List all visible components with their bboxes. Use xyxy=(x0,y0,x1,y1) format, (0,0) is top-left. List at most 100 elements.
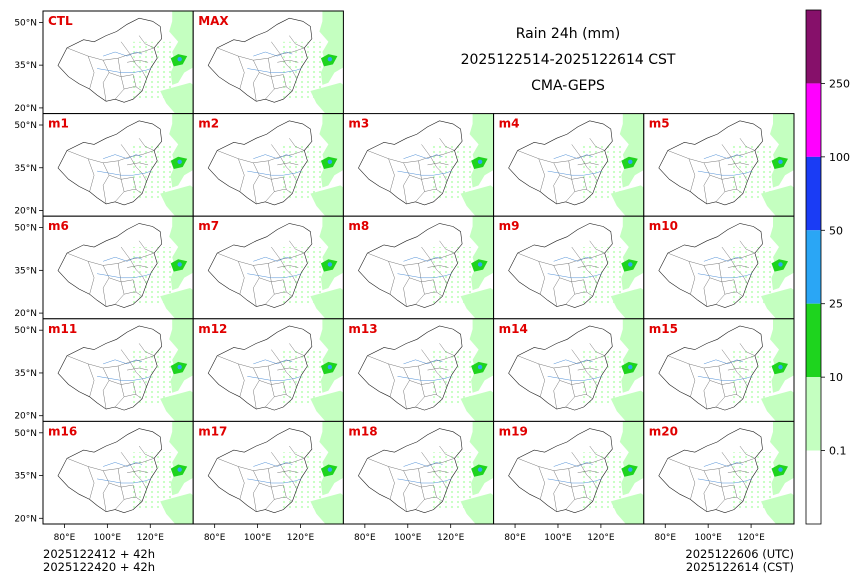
rain-heavy-spot xyxy=(477,364,483,370)
province-boundary xyxy=(565,160,575,202)
province-boundary xyxy=(403,265,434,283)
rain-light-east xyxy=(169,113,194,188)
colorbar-label: 0.1 xyxy=(829,445,847,458)
panel-label: CTL xyxy=(48,14,73,28)
panel-label: m10 xyxy=(649,219,678,233)
province-boundary xyxy=(265,468,275,510)
river-line xyxy=(547,170,602,176)
province-boundary xyxy=(274,291,287,295)
valid-time-utc: 2025122606 (UTC) xyxy=(685,547,794,561)
province-boundary xyxy=(730,464,748,490)
province-boundary xyxy=(138,138,155,151)
province-boundary xyxy=(553,277,560,307)
province-boundary xyxy=(421,144,455,157)
province-boundary xyxy=(102,470,134,488)
province-boundary xyxy=(727,367,749,371)
lat-tick-label: 20°N xyxy=(14,412,37,422)
map-panel-m15: m15 xyxy=(643,318,795,422)
province-boundary xyxy=(265,58,275,100)
colorbar-label: 100 xyxy=(829,151,850,164)
province-boundary xyxy=(715,263,726,305)
map-panel-m17: m17 xyxy=(192,420,344,525)
lon-tick-label: 80°E xyxy=(504,533,526,543)
panel-label: m3 xyxy=(348,117,369,131)
province-boundary xyxy=(129,156,147,182)
province-boundary xyxy=(274,86,287,90)
panel-label: m14 xyxy=(499,322,528,336)
panel-label: m11 xyxy=(48,322,77,336)
province-boundary xyxy=(730,156,748,182)
province-boundary xyxy=(102,367,134,385)
lat-tick-label: 35°N xyxy=(14,472,37,482)
lon-tick-label: 80°E xyxy=(54,533,76,543)
river-line xyxy=(97,273,152,279)
province-boundary xyxy=(238,466,245,500)
river-line xyxy=(547,273,602,279)
colorbar-segment xyxy=(806,10,821,84)
rain-heavy-spot xyxy=(628,467,633,472)
rain-light-east xyxy=(469,318,494,393)
province-boundary xyxy=(253,277,260,307)
province-boundary xyxy=(715,160,726,202)
rain-light-east xyxy=(770,318,794,393)
country-border xyxy=(508,120,613,206)
river-line xyxy=(103,51,143,57)
rain-heavy-spot xyxy=(477,262,483,267)
country-border xyxy=(57,428,163,514)
panel-label: m18 xyxy=(348,424,377,438)
lon-tick-label: 80°E xyxy=(354,533,376,543)
province-boundary xyxy=(114,160,125,202)
province-boundary xyxy=(114,58,125,100)
province-boundary xyxy=(280,53,297,79)
province-boundary xyxy=(129,361,147,387)
river-line xyxy=(697,273,752,279)
province-boundary xyxy=(120,349,155,363)
province-boundary xyxy=(688,261,696,295)
chart-title: Rain 24h (mm) xyxy=(515,26,621,42)
colorbar-segment xyxy=(806,377,821,451)
province-boundary xyxy=(415,468,425,510)
country-border xyxy=(207,223,313,308)
chart-period: 2025122514-2025122614 CST xyxy=(460,52,676,68)
province-boundary xyxy=(580,259,598,284)
rain-light-scatter xyxy=(580,144,623,201)
country-border xyxy=(57,223,163,308)
lon-tick-label: 100°E xyxy=(394,533,422,543)
river-line xyxy=(697,170,752,176)
province-boundary xyxy=(129,53,147,79)
country-border xyxy=(207,17,313,103)
province-boundary xyxy=(727,265,749,268)
province-boundary xyxy=(424,189,437,192)
province-boundary xyxy=(277,265,299,268)
river-line xyxy=(253,359,293,365)
river-line xyxy=(553,462,593,467)
province-boundary xyxy=(138,35,155,49)
rain-light-east xyxy=(169,11,194,85)
panel-label: m7 xyxy=(198,219,219,233)
colorbar-label: 250 xyxy=(829,77,850,90)
country-border xyxy=(658,223,763,308)
province-boundary xyxy=(565,468,575,510)
province-boundary xyxy=(102,175,110,204)
province-boundary xyxy=(277,367,299,371)
province-boundary xyxy=(571,349,605,363)
province-boundary xyxy=(277,162,299,166)
colorbar-label: 50 xyxy=(829,224,843,237)
river-line xyxy=(547,376,602,381)
country-border xyxy=(658,120,763,206)
province-boundary xyxy=(289,445,305,459)
river-line xyxy=(247,68,302,73)
province-boundary xyxy=(280,361,297,387)
province-boundary xyxy=(553,482,560,512)
province-boundary xyxy=(403,277,410,307)
province-boundary xyxy=(424,291,437,295)
rain-light-scatter xyxy=(730,144,773,201)
province-boundary xyxy=(439,445,455,459)
province-boundary xyxy=(280,464,297,490)
rain-light-scatter xyxy=(580,349,623,407)
panel-label: m12 xyxy=(198,322,227,336)
rain-light-scatter xyxy=(130,144,173,201)
province-boundary xyxy=(430,464,448,490)
province-boundary xyxy=(277,470,299,473)
river-line xyxy=(397,170,452,176)
